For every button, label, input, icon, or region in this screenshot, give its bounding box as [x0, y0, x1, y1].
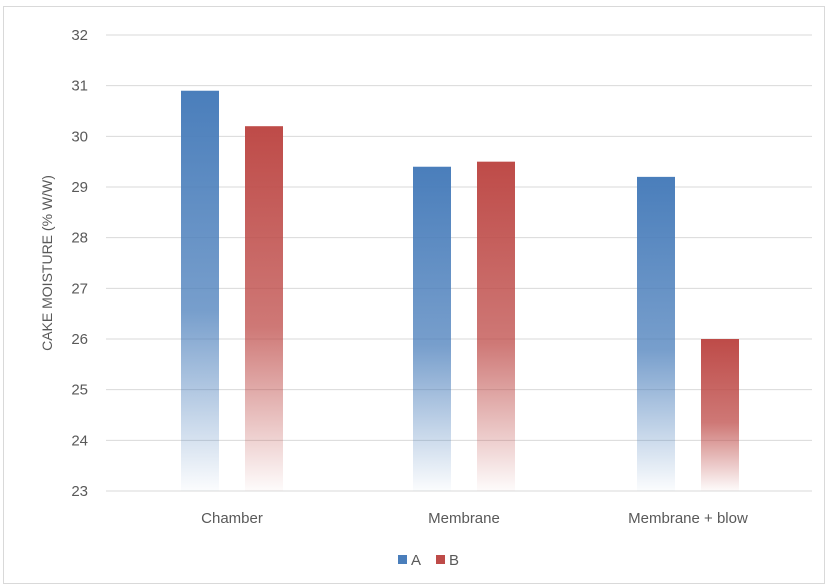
bar-A-membrane-blow — [637, 176, 675, 491]
legend-swatch-A — [398, 555, 407, 564]
y-axis-ticks: 23 24 25 26 27 28 29 30 31 32 — [71, 27, 88, 500]
bar-B-membrane — [477, 161, 515, 491]
x-category-label: Membrane — [428, 510, 500, 527]
y-tick-label: 27 — [71, 280, 88, 297]
y-tick-label: 30 — [71, 128, 88, 145]
y-tick-label: 25 — [71, 382, 88, 399]
y-tick-label: 26 — [71, 331, 88, 348]
bars — [181, 90, 739, 491]
bar-A-membrane — [413, 166, 451, 491]
bar-B-membrane-blow — [701, 339, 739, 491]
x-category-label: Chamber — [201, 510, 263, 527]
y-tick-label: 24 — [71, 432, 88, 449]
y-tick-label: 32 — [71, 27, 88, 44]
gridlines — [106, 34, 812, 492]
x-axis-categories: Chamber Membrane Membrane + blow — [201, 510, 748, 527]
y-axis-label: CAKE MOISTURE (% W/W) — [39, 175, 55, 351]
bar-A-chamber — [181, 90, 219, 491]
legend-label-B: B — [449, 552, 459, 569]
bar-B-chamber — [245, 126, 283, 491]
y-tick-label: 29 — [71, 179, 88, 196]
y-tick-label: 28 — [71, 230, 88, 247]
x-category-label: Membrane + blow — [628, 510, 748, 527]
y-tick-label: 31 — [71, 78, 88, 95]
legend-label-A: A — [411, 552, 421, 569]
legend-swatch-B — [436, 555, 445, 564]
y-tick-label: 23 — [71, 483, 88, 500]
